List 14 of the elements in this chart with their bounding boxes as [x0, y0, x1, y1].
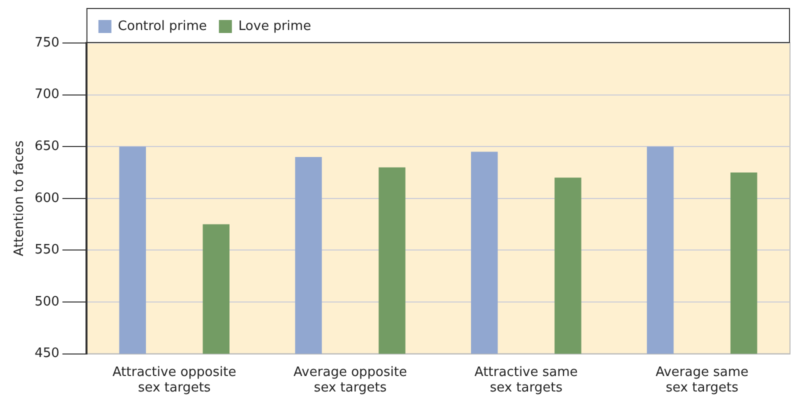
x-tick-label: Attractive same sex targets [474, 364, 578, 396]
legend-label: Control prime [118, 18, 207, 34]
y-tick-label: 550 [34, 242, 60, 258]
x-tick-label: Average opposite sex targets [294, 364, 407, 396]
y-tick-label: 600 [34, 190, 60, 206]
x-tick-label: Attractive opposite sex targets [112, 364, 236, 396]
legend-label: Love prime [238, 18, 312, 34]
x-tick-label: Average same sex targets [656, 364, 749, 396]
y-tick-label: 500 [34, 294, 60, 310]
y-tick-label: 750 [34, 35, 60, 50]
y-axis-title: Attention to faces [12, 140, 28, 256]
y-tick-label: 450 [34, 346, 60, 362]
y-tick-label: 700 [34, 87, 60, 102]
y-tick-label: 650 [34, 138, 60, 154]
